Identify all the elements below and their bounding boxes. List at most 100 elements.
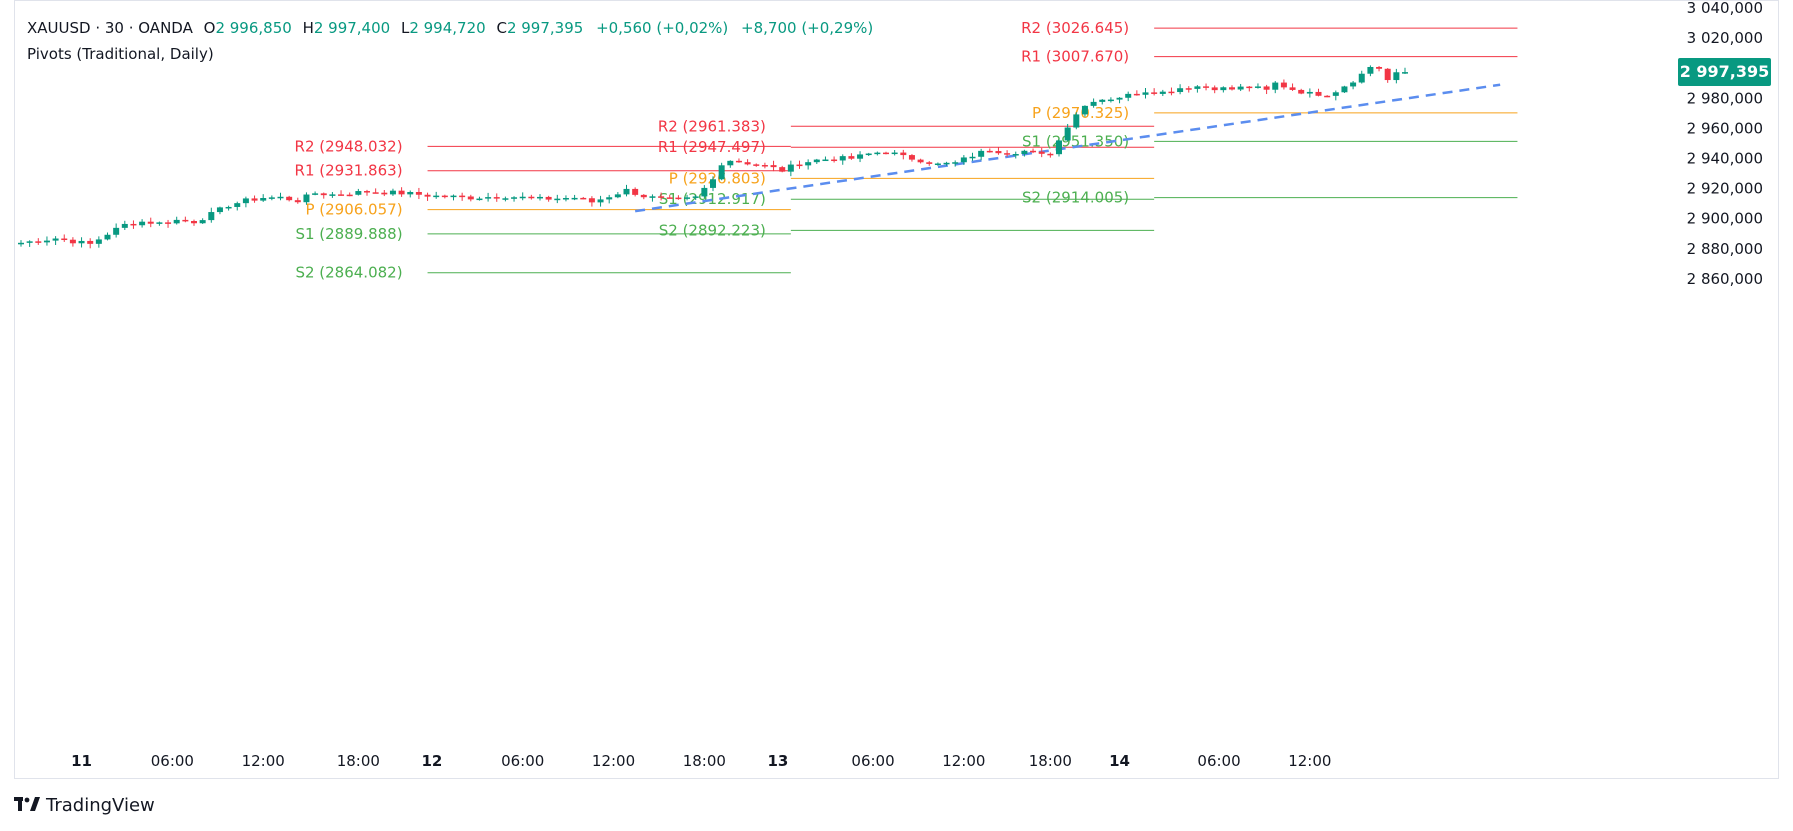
candle-body — [934, 163, 941, 166]
candle-body — [1038, 151, 1045, 154]
trendline-layer[interactable] — [634, 83, 1501, 213]
candle-body — [554, 198, 561, 201]
candle-body — [649, 196, 656, 198]
candle-body — [156, 222, 163, 224]
brand-name: TradingView — [46, 795, 155, 816]
candle-body — [978, 150, 985, 157]
candle-body — [1324, 95, 1331, 98]
candle-body — [1332, 92, 1339, 96]
candle-body — [857, 154, 864, 159]
pivot-label-r2: R2 (2961.383) — [658, 117, 766, 135]
candle-body — [580, 197, 587, 200]
candle-body — [891, 152, 898, 155]
tradingview-mark-icon — [14, 795, 40, 816]
candle-body — [234, 203, 241, 207]
time-tick-label: 11 — [71, 752, 92, 770]
pivot-label-s2: S2 (2914.005) — [1022, 189, 1129, 207]
time-tick-label: 18:00 — [683, 752, 726, 770]
candle-body — [926, 162, 933, 164]
high-value: 2 997,400 — [313, 19, 391, 37]
candle-body — [1263, 86, 1270, 90]
candle-body — [372, 192, 379, 194]
candle-body — [346, 194, 353, 197]
candle-body — [1030, 150, 1037, 153]
chart-area[interactable] — [14, 0, 1779, 779]
candle-body — [1393, 72, 1400, 81]
candle-body — [865, 153, 872, 156]
candle-body — [173, 219, 180, 224]
candle-body — [364, 191, 370, 193]
candle-body — [805, 162, 812, 166]
candle-body — [398, 190, 405, 195]
candle-body — [761, 165, 768, 167]
candle-body — [320, 193, 327, 196]
candle-body — [640, 194, 647, 198]
candle-body — [1159, 91, 1166, 94]
candle-body — [1254, 86, 1261, 88]
candle-body — [588, 198, 595, 203]
candle-body — [467, 196, 474, 200]
candle-body — [1306, 91, 1313, 94]
open-value: 2 996,850 — [215, 19, 292, 37]
candle-body — [917, 159, 924, 163]
candle-body — [182, 219, 189, 222]
candle-body — [26, 241, 33, 243]
candle-body — [199, 220, 206, 224]
candle-body — [407, 192, 414, 195]
candle-body — [692, 196, 699, 198]
candle-body — [441, 195, 448, 198]
price-tick-label: 2 880,000 — [1687, 240, 1763, 258]
time-axis[interactable]: 11 06:00 12:00 18:00 12 06:00 12:00 18:00 13 06:0… — [71, 752, 1331, 770]
tradingview-logo[interactable]: TradingView — [14, 795, 155, 816]
candle-body — [381, 192, 388, 195]
pivot-label-s2: S2 (2864.082) — [295, 264, 402, 282]
candle-body — [260, 198, 267, 201]
price-tick-label: 3 020,000 — [1687, 29, 1763, 47]
candle-body — [658, 196, 665, 198]
candle-body — [1237, 86, 1244, 90]
trendline[interactable] — [634, 83, 1501, 213]
candle-body — [147, 221, 154, 224]
candle-body — [537, 196, 543, 199]
candle-body — [1315, 91, 1322, 96]
candle-body — [614, 194, 621, 198]
candle-body — [61, 238, 68, 241]
candle-body — [969, 156, 976, 159]
candle-body — [710, 179, 716, 188]
candle-body — [191, 221, 197, 224]
pivot-label-r2: R2 (3026.645) — [1021, 19, 1129, 37]
candle-body — [1246, 86, 1253, 89]
bar-change: +0,560 (+0,02%) — [596, 19, 729, 37]
indicator-title[interactable]: Pivots (Traditional, Daily) — [27, 45, 214, 63]
candle-body — [389, 190, 396, 195]
candle-body — [459, 195, 466, 198]
time-tick-label: 14 — [1109, 752, 1130, 770]
indicator-row[interactable]: Pivots (Traditional, Daily) — [27, 44, 873, 70]
candle-body — [684, 197, 691, 199]
candle-body — [139, 221, 146, 226]
candle-body — [415, 192, 422, 195]
candle-body — [571, 197, 578, 200]
candle-body — [251, 198, 258, 201]
candle-body — [450, 195, 457, 198]
candle-body — [735, 160, 742, 163]
candle-body — [831, 159, 838, 162]
time-tick-label: 18:00 — [337, 752, 380, 770]
symbol-title[interactable]: XAUUSD · 30 · OANDA — [27, 19, 193, 37]
candle-body — [848, 156, 855, 159]
candle-body — [1142, 92, 1149, 95]
candle-body — [839, 156, 846, 161]
candle-body — [329, 194, 336, 196]
candle-body — [545, 196, 552, 200]
candle-body — [1099, 99, 1106, 102]
candle-body — [485, 197, 492, 199]
candle-body — [1185, 88, 1192, 90]
pivot-label-r1: R1 (3007.670) — [1021, 48, 1129, 66]
candle-body — [1107, 99, 1114, 102]
candle-body — [1056, 140, 1062, 155]
candle-body — [493, 197, 500, 199]
candle-body — [130, 223, 137, 226]
candle-body — [1168, 91, 1175, 94]
